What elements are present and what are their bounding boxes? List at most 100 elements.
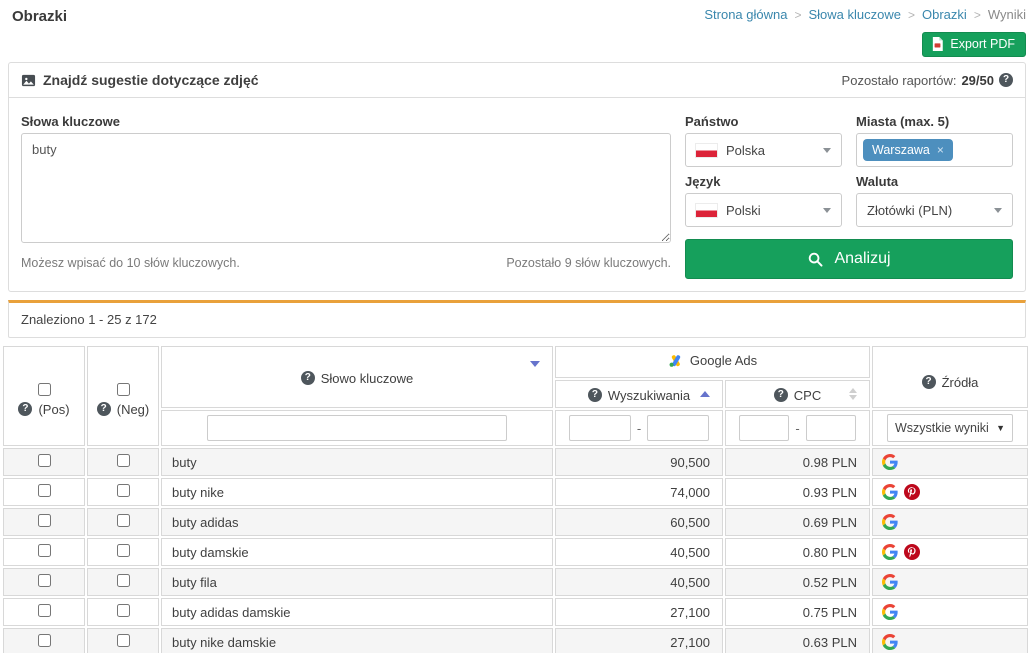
- searches-cell: 60,500: [555, 508, 723, 536]
- search-icon: [807, 251, 824, 268]
- remove-city-icon[interactable]: ×: [937, 143, 944, 157]
- sort-desc-icon[interactable]: [530, 361, 540, 367]
- cpc-cell: 0.80 PLN: [725, 538, 870, 566]
- sort-unsorted-icon[interactable]: [849, 388, 857, 400]
- pos-cell: [3, 538, 85, 566]
- neg-checkbox[interactable]: [117, 544, 130, 557]
- help-icon[interactable]: [18, 402, 32, 416]
- neg-cell: [87, 568, 159, 596]
- range-separator: -: [795, 421, 799, 436]
- neg-column-label: (Neg): [117, 402, 150, 417]
- topbar: Obrazki Strona główna > Słowa kluczowe >…: [0, 0, 1033, 62]
- keyword-cell: buty adidas damskie: [161, 598, 553, 626]
- options-field-group: Państwo Polska Miasta (max. 5) Warszawa: [685, 114, 1013, 279]
- sources-cell: [872, 628, 1028, 653]
- pos-checkbox[interactable]: [38, 544, 51, 557]
- cities-input[interactable]: Warszawa ×: [856, 133, 1013, 167]
- table-row: buty adidas damskie27,1000.75 PLN: [3, 598, 1028, 626]
- neg-checkbox[interactable]: [117, 454, 130, 467]
- help-icon[interactable]: [97, 402, 111, 416]
- keyword-cell: buty adidas: [161, 508, 553, 536]
- language-select[interactable]: Polski: [685, 193, 842, 227]
- breadcrumb-images[interactable]: Obrazki: [922, 7, 967, 22]
- breadcrumb-separator: >: [974, 8, 981, 22]
- sources-column-header: Źródła: [872, 346, 1028, 408]
- cpc-max-input[interactable]: [806, 415, 856, 441]
- panel-body: Słowa kluczowe buty Możesz wpisać do 10 …: [9, 98, 1025, 291]
- sort-asc-icon[interactable]: [700, 391, 710, 397]
- language-label: Język: [685, 174, 842, 189]
- sources-filter-select[interactable]: Wszystkie wyniki ▼: [887, 414, 1013, 442]
- currency-select[interactable]: Złotówki (PLN): [856, 193, 1013, 227]
- panel-title: Znajdź sugestie dotyczące zdjęć: [21, 72, 259, 88]
- cities-label: Miasta (max. 5): [856, 114, 1013, 129]
- cpc-cell: 0.93 PLN: [725, 478, 870, 506]
- searches-column-header[interactable]: Wyszukiwania: [555, 380, 723, 408]
- cpc-cell: 0.98 PLN: [725, 448, 870, 476]
- currency-value: Złotówki (PLN): [867, 203, 952, 218]
- currency-label: Waluta: [856, 174, 1013, 189]
- help-icon[interactable]: [999, 73, 1013, 87]
- sources-filter-cell: Wszystkie wyniki ▼: [872, 410, 1028, 446]
- results-table: (Pos) (Neg) Słowo kluczowe: [1, 344, 1030, 653]
- searches-filter-cell: -: [555, 410, 723, 446]
- pinterest-icon: [904, 544, 920, 560]
- keyword-column-header[interactable]: Słowo kluczowe: [161, 346, 553, 408]
- pos-checkbox[interactable]: [38, 574, 51, 587]
- neg-column-header: (Neg): [87, 346, 159, 446]
- poland-flag-icon: [696, 144, 717, 157]
- searches-cell: 40,500: [555, 538, 723, 566]
- help-icon[interactable]: [301, 371, 315, 385]
- breadcrumb-results: Wyniki: [988, 7, 1026, 22]
- pos-checkbox[interactable]: [38, 634, 51, 647]
- export-pdf-button[interactable]: Export PDF: [922, 32, 1026, 57]
- chevron-down-icon: ▼: [996, 423, 1005, 433]
- breadcrumb-home[interactable]: Strona główna: [704, 7, 787, 22]
- sources-cell: [872, 448, 1028, 476]
- cpc-min-input[interactable]: [739, 415, 789, 441]
- neg-select-all-checkbox[interactable]: [117, 383, 130, 396]
- breadcrumb-keywords[interactable]: Słowa kluczowe: [809, 7, 902, 22]
- keyword-column-label: Słowo kluczowe: [321, 371, 414, 386]
- neg-checkbox[interactable]: [117, 484, 130, 497]
- google-icon: [882, 574, 898, 590]
- range-separator: -: [637, 421, 641, 436]
- pos-column-label: (Pos): [38, 402, 69, 417]
- cpc-cell: 0.52 PLN: [725, 568, 870, 596]
- analyze-button-label: Analizuj: [834, 250, 890, 268]
- city-tag-label: Warszawa: [872, 143, 930, 157]
- panel-header: Znajdź sugestie dotyczące zdjęć Pozostał…: [9, 63, 1025, 98]
- help-icon[interactable]: [588, 388, 602, 402]
- searches-max-input[interactable]: [647, 415, 709, 441]
- neg-checkbox[interactable]: [117, 634, 130, 647]
- country-select[interactable]: Polska: [685, 133, 842, 167]
- language-field: Język Polski: [685, 174, 842, 227]
- help-icon[interactable]: [774, 388, 788, 402]
- google-ads-label: Google Ads: [690, 353, 757, 368]
- pos-checkbox[interactable]: [38, 604, 51, 617]
- chevron-down-icon: [823, 208, 831, 213]
- neg-checkbox[interactable]: [117, 604, 130, 617]
- country-value: Polska: [726, 143, 765, 158]
- cpc-column-header[interactable]: CPC: [725, 380, 870, 408]
- searches-cell: 74,000: [555, 478, 723, 506]
- help-icon[interactable]: [922, 375, 936, 389]
- neg-checkbox[interactable]: [117, 574, 130, 587]
- results-tbody: buty90,5000.98 PLNbuty nike74,0000.93 PL…: [3, 448, 1028, 653]
- pos-checkbox[interactable]: [38, 454, 51, 467]
- neg-checkbox[interactable]: [117, 514, 130, 527]
- keywords-field-group: Słowa kluczowe buty Możesz wpisać do 10 …: [21, 114, 671, 279]
- pos-checkbox[interactable]: [38, 514, 51, 527]
- pos-checkbox[interactable]: [38, 484, 51, 497]
- picture-icon: [21, 73, 36, 88]
- pos-cell: [3, 478, 85, 506]
- table-row: buty adidas60,5000.69 PLN: [3, 508, 1028, 536]
- keyword-filter-input[interactable]: [207, 415, 507, 441]
- keywords-label: Słowa kluczowe: [21, 114, 671, 129]
- pos-select-all-checkbox[interactable]: [38, 383, 51, 396]
- keywords-textarea[interactable]: buty: [21, 133, 671, 243]
- analyze-button[interactable]: Analizuj: [685, 239, 1013, 279]
- searches-min-input[interactable]: [569, 415, 631, 441]
- city-tag: Warszawa ×: [863, 139, 953, 161]
- breadcrumb: Strona główna > Słowa kluczowe > Obrazki…: [704, 7, 1026, 22]
